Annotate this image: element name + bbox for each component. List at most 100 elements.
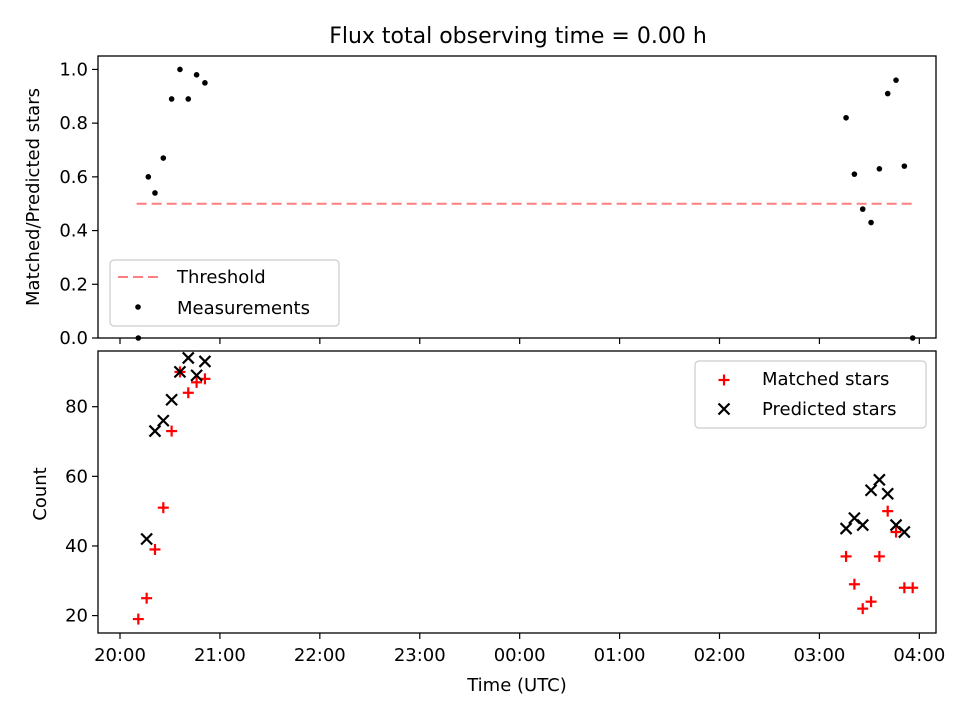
x-stroke-b (140, 532, 153, 546)
x-stroke-b (717, 402, 731, 416)
legend-measurements-label: Measurements (177, 298, 310, 319)
bottom-y-tick-label: 80 (65, 397, 88, 418)
predicted-star-point (881, 487, 894, 501)
x-tick-label: 04:00 (893, 645, 945, 666)
x-axis-label: Time (UTC) (466, 675, 567, 696)
measurement-point (893, 77, 899, 83)
bottom-plot-frame (97, 350, 937, 634)
ratio-panel: Matched/Predicted stars 0.0 0.2 0.4 0.6 0.8 1… (23, 55, 937, 349)
matched-star-point (865, 596, 877, 608)
predicted-star-point (198, 355, 212, 368)
predicted-star-point (856, 518, 870, 532)
predicted-star-point (898, 525, 911, 539)
predicted-star-point (839, 522, 853, 535)
measurement-point (145, 174, 152, 180)
measurement-point (868, 219, 874, 226)
matched-star-point (157, 502, 169, 514)
count-points (132, 351, 919, 625)
predicted-star-point (181, 351, 195, 365)
top-y-tick-label: 1.0 (59, 59, 88, 80)
measurement-point (160, 155, 167, 161)
bottom-x-ticks: 20:00 21:00 22:00 23:00 00:00 01:00 02:00 03:00… (94, 633, 945, 666)
measurement-point (193, 72, 200, 78)
x-stroke-b (198, 355, 212, 368)
measurement-point (859, 206, 866, 212)
top-y-tick-label: 0.2 (59, 274, 88, 295)
matched-star-point (141, 592, 153, 604)
matched-star-point (848, 578, 860, 590)
bottom-y-ticks: 20 40 60 80 (65, 397, 98, 627)
legend-predicted-swatch (717, 402, 731, 416)
measurement-point (185, 96, 192, 102)
x-tick-label: 20:00 (94, 645, 146, 666)
matched-star-point (149, 543, 161, 555)
x-tick-label: 21:00 (194, 645, 246, 666)
x-tick-label: 00:00 (494, 645, 546, 666)
predicted-star-point (157, 414, 170, 427)
predicted-star-point (873, 473, 886, 487)
top-legend-box (109, 259, 340, 327)
measurement-points (135, 66, 916, 341)
legend-matched-marker (718, 374, 730, 386)
predicted-star-point (140, 532, 153, 546)
top-plot-frame (97, 55, 937, 339)
top-y-tick-label: 0.6 (59, 167, 88, 188)
x-tick-label: 02:00 (694, 645, 746, 666)
bottom-legend-box (694, 360, 927, 429)
top-y-tick-label: 0.0 (59, 328, 88, 349)
x-stroke-b (148, 424, 162, 438)
bottom-y-tick-label: 60 (65, 466, 88, 487)
x-tick-label: 22:00 (294, 645, 346, 666)
bottom-y-axis-label: Count (30, 467, 51, 520)
x-stroke-b (165, 393, 178, 407)
x-stroke-b (856, 518, 870, 532)
matched-star-point (907, 582, 919, 594)
x-tick-label: 23:00 (394, 645, 446, 666)
top-legend: Threshold Measurements (109, 259, 340, 327)
matched-star-point (873, 550, 885, 562)
measurement-point (168, 96, 175, 102)
x-stroke-b (889, 518, 903, 532)
x-tick-label: 01:00 (594, 645, 646, 666)
predicted-star-point (148, 424, 162, 438)
predicted-star-point (165, 393, 178, 407)
x-stroke-b (898, 525, 911, 539)
matched-star-point (857, 603, 869, 615)
measurement-point (876, 166, 883, 172)
measurement-point (177, 66, 183, 73)
legend-matched-label: Matched stars (762, 369, 889, 390)
measurement-point (152, 190, 158, 196)
matched-star-point (890, 526, 902, 538)
legend-matched-swatch (718, 374, 730, 386)
predicted-star-point (864, 483, 878, 497)
x-stroke-b (173, 365, 187, 379)
legend-predicted-label: Predicted stars (762, 399, 896, 420)
measurement-point (884, 90, 891, 97)
bottom-y-tick-label: 20 (65, 606, 88, 627)
matched-star-point (191, 376, 203, 388)
matched-star-point (166, 425, 178, 437)
x-tick-label: 03:00 (793, 645, 845, 666)
top-y-axis-label: Matched/Predicted stars (23, 88, 44, 306)
legend-predicted-marker (717, 402, 731, 416)
top-y-tick-label: 0.8 (59, 113, 88, 134)
legend-measurements-swatch (135, 304, 141, 310)
measurement-point (851, 171, 858, 177)
matched-star-point (840, 550, 852, 562)
matched-star-point (182, 387, 194, 399)
measurement-point (843, 114, 849, 121)
chart-title: Flux total observing time = 0.00 h (329, 24, 707, 49)
matched-star-point (132, 613, 144, 625)
measurement-point (202, 80, 208, 86)
x-stroke-b (848, 511, 861, 525)
x-stroke-b (157, 414, 170, 427)
predicted-star-point (173, 365, 187, 379)
count-panel: Count Time (UTC) 20 40 60 80 20:00 21:00 22:0… (30, 350, 945, 696)
x-stroke-b (881, 487, 894, 501)
legend-threshold-label: Threshold (176, 267, 266, 288)
top-y-tick-label: 0.4 (59, 221, 88, 242)
x-stroke-b (839, 522, 853, 535)
matched-star-point (882, 505, 894, 517)
